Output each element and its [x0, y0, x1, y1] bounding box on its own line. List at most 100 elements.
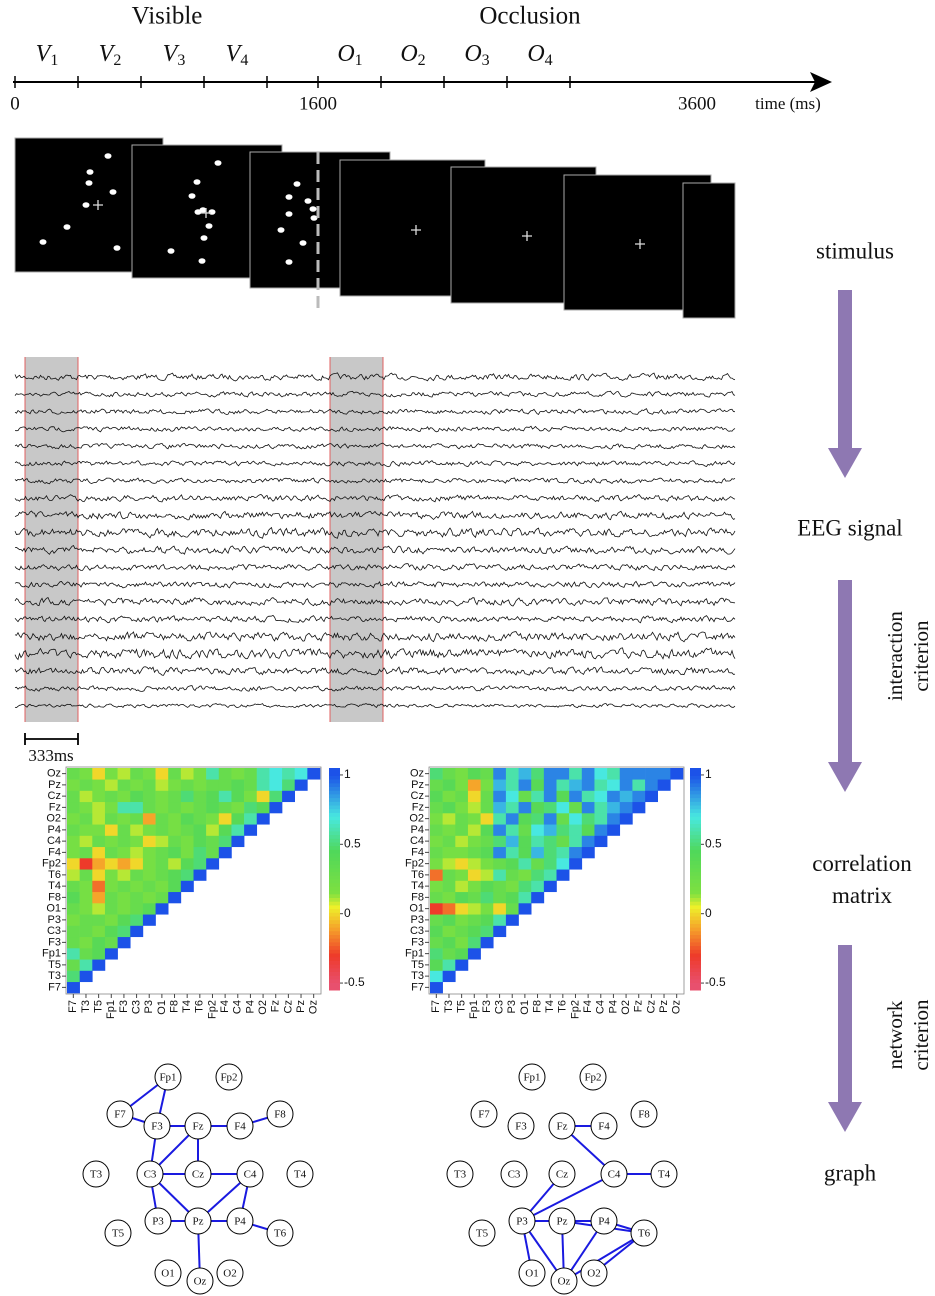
colorbar-step — [329, 798, 340, 802]
colorbar-label: 1 — [705, 767, 712, 781]
matrix-cell — [493, 847, 506, 859]
colorbar-step — [690, 942, 701, 946]
criterion-label: interaction — [883, 611, 907, 701]
segment-label: V3 — [163, 41, 186, 69]
colorbar-step — [690, 964, 701, 968]
colorbar-step — [329, 883, 340, 887]
colorbar-step — [329, 827, 340, 831]
matrix-cell — [443, 881, 456, 893]
matrix-cell — [168, 869, 181, 881]
matrix-cell — [105, 869, 118, 881]
matrix-cell — [168, 824, 181, 836]
matrix-cell — [582, 813, 595, 825]
colorbar-step — [690, 846, 701, 850]
matrix-cell — [143, 914, 156, 926]
matrix-cell — [519, 858, 532, 870]
pipeline-arrowhead — [828, 1102, 862, 1132]
matrix-cell — [67, 869, 80, 881]
matrix-cell — [105, 903, 118, 915]
matrix-cell — [67, 779, 80, 791]
matrix-cell — [130, 836, 143, 848]
node-label: Pz — [557, 1216, 568, 1228]
row-label: F4 — [411, 846, 424, 858]
colorbar-step — [329, 957, 340, 961]
matrix-cell — [282, 779, 295, 791]
col-label: C3 — [130, 1000, 142, 1014]
eeg-signal: 333ms — [15, 357, 735, 765]
matrix-cell — [181, 836, 194, 848]
matrix-cell — [468, 791, 481, 803]
stage-label-line: correlation — [812, 851, 912, 876]
matrix-cell — [143, 892, 156, 904]
matrix-cell — [194, 802, 207, 814]
colorbar-step — [329, 820, 340, 824]
matrix-cell — [282, 791, 295, 803]
colorbar-step — [690, 927, 701, 931]
stimulus-dot — [40, 239, 47, 245]
colorbar-step — [329, 935, 340, 939]
matrix-cell — [92, 892, 105, 904]
colorbar-step — [329, 790, 340, 794]
matrix-cell — [206, 813, 219, 825]
matrix-cell — [80, 903, 93, 915]
node-label: C4 — [608, 1169, 621, 1181]
segment-letter: O — [527, 41, 544, 67]
node-label: O1 — [525, 1268, 538, 1280]
matrix-cell — [143, 903, 156, 915]
row-label: C3 — [410, 925, 424, 937]
matrix-cell — [67, 881, 80, 893]
matrix-cell — [231, 824, 244, 836]
colorbar-step — [690, 809, 701, 813]
matrix-cell — [269, 768, 282, 780]
colorbar-step — [690, 853, 701, 857]
colorbar-step — [690, 972, 701, 976]
matrix-cell — [455, 926, 468, 938]
colorbar-step — [329, 979, 340, 983]
matrix-cell — [143, 836, 156, 848]
matrix-cell — [481, 892, 494, 904]
colorbar-step — [690, 779, 701, 783]
timeline — [13, 72, 832, 92]
colorbar-step — [329, 831, 340, 835]
matrix-cell — [443, 836, 456, 848]
colorbar-step — [690, 857, 701, 861]
colorbar-step — [690, 920, 701, 924]
row-label: F7 — [411, 981, 424, 993]
colorbar-step — [329, 894, 340, 898]
matrix-cell — [493, 813, 506, 825]
matrix-cell — [569, 779, 582, 791]
matrix-cell — [519, 881, 532, 893]
matrix-cell — [143, 881, 156, 893]
node-label: T5 — [112, 1228, 125, 1240]
col-label: P4 — [607, 1000, 619, 1013]
matrix-cell — [105, 768, 118, 780]
matrix-cell — [506, 914, 519, 926]
phase-label: Occlusion — [479, 3, 581, 30]
matrix-cell — [569, 813, 582, 825]
time-label: 1600 — [299, 93, 337, 114]
node-label: Oz — [558, 1276, 571, 1288]
matrix-cell — [181, 881, 194, 893]
stimulus-dot — [300, 240, 307, 246]
stimulus-dot — [114, 245, 121, 251]
matrix-cell — [219, 824, 232, 836]
matrix-cell — [168, 858, 181, 870]
matrix-cell — [557, 791, 570, 803]
row-label: O2 — [409, 813, 424, 825]
matrix-cell — [168, 768, 181, 780]
matrix-cell — [92, 914, 105, 926]
matrix-cell — [156, 836, 169, 848]
matrix-cell — [80, 948, 93, 960]
col-label: T4 — [544, 1000, 556, 1013]
colorbar-step — [690, 842, 701, 846]
stimulus-frame — [683, 183, 735, 318]
segment-letter: O — [337, 41, 354, 67]
col-label: O2 — [620, 1000, 632, 1015]
matrix-cell — [80, 768, 93, 780]
matrix-cell — [443, 824, 456, 836]
colorbar-step — [329, 931, 340, 935]
matrix-cell — [244, 791, 257, 803]
segment-label: V2 — [99, 41, 122, 69]
matrix-cell — [531, 779, 544, 791]
colorbar-step — [329, 912, 340, 916]
